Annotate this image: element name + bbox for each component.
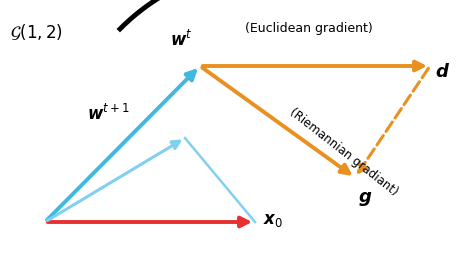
Text: $\boldsymbol{w}^t$: $\boldsymbol{w}^t$ [169,30,192,50]
Text: $\boldsymbol{g}$: $\boldsymbol{g}$ [357,190,371,208]
Text: (Euclidean gradient): (Euclidean gradient) [244,22,372,35]
Text: $\boldsymbol{x}_0$: $\boldsymbol{x}_0$ [263,211,282,229]
Text: (Riemannian gradiant): (Riemannian gradiant) [287,106,400,198]
Text: $\mathcal{G}(1,2)$: $\mathcal{G}(1,2)$ [10,22,63,42]
Text: $\boldsymbol{d}$: $\boldsymbol{d}$ [434,63,449,81]
Text: $\boldsymbol{w}^{t+1}$: $\boldsymbol{w}^{t+1}$ [87,103,130,124]
